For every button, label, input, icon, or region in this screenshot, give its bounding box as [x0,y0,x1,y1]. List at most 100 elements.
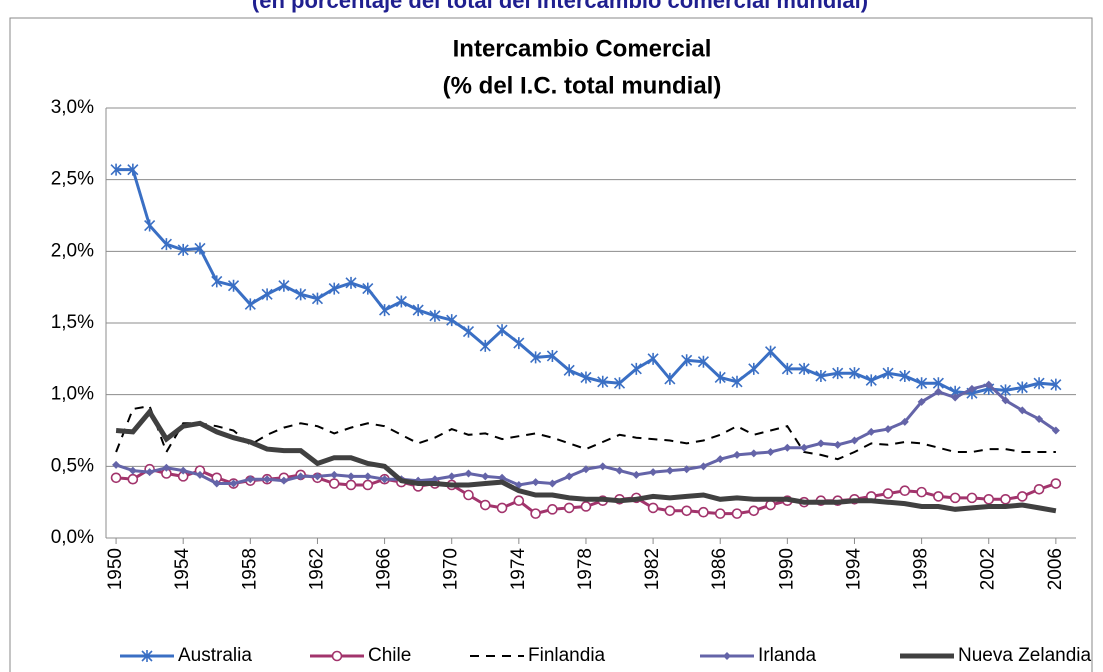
marker-stroke [395,295,407,308]
marker-stroke [714,371,726,384]
marker-stroke [765,345,777,358]
marker [296,472,305,481]
marker [933,491,944,502]
marker [1033,483,1045,495]
marker [681,354,693,367]
marker [714,508,726,519]
marker [597,375,609,388]
marker [1050,478,1062,489]
x-tick-label: 1958 [239,548,260,590]
marker-stroke [496,324,508,337]
marker-stroke [110,163,122,176]
marker [1018,406,1027,415]
marker [462,325,475,338]
marker [429,309,441,322]
marker-stroke [345,276,357,289]
marker [565,472,574,481]
marker [345,276,357,289]
marker-stroke [546,349,558,362]
marker [581,465,590,474]
marker [1033,377,1045,390]
marker [798,362,810,375]
y-tick-label: 2,0% [51,240,94,261]
legend-label: Irlanda [758,645,817,666]
marker [496,324,508,337]
chart-frame [9,17,1093,672]
marker [531,478,540,487]
marker-stroke [865,374,877,387]
marker [110,163,122,176]
marker [833,440,842,449]
marker [311,292,324,305]
marker [261,288,273,301]
marker [412,304,424,317]
marker [379,304,391,317]
marker-stroke [647,352,659,365]
marker [900,417,909,426]
marker-stroke [597,375,609,388]
marker [580,501,592,512]
marker [563,502,575,514]
marker [127,163,139,176]
marker [479,339,491,352]
series-line [115,404,1056,461]
marker [714,371,726,384]
marker [278,279,290,292]
x-tick-label: 1986 [709,548,730,590]
x-tick-label: 1974 [508,548,529,591]
marker [967,384,976,393]
marker [681,505,692,517]
marker-stroke [278,279,290,292]
marker [630,362,642,375]
marker [112,460,121,469]
marker [227,279,240,292]
marker-stroke [697,355,710,368]
marker-stroke [781,362,793,375]
marker [263,475,272,484]
marker [884,425,893,434]
marker [194,242,206,255]
marker [141,650,153,662]
x-tick-label: 1966 [374,548,395,590]
marker [1035,415,1044,424]
marker [882,367,894,380]
marker [1000,493,1011,505]
marker [899,485,911,497]
marker [331,650,343,662]
marker-stroke [916,377,928,390]
marker-stroke [613,377,626,390]
marker [128,466,137,475]
marker-stroke [462,325,475,338]
marker [328,478,340,489]
chart-title: Intercambio Comercial [453,35,712,62]
marker-stroke [261,288,273,301]
marker-stroke [362,282,374,295]
marker-stroke [932,377,944,390]
marker [481,472,490,481]
marker [664,505,676,517]
marker-stroke [530,351,542,364]
marker [916,486,927,498]
marker-stroke [446,314,458,327]
marker [244,298,256,311]
y-tick-label: 1,5% [51,312,94,333]
marker [313,472,322,481]
marker [632,470,641,479]
marker [347,472,356,481]
marker [748,362,760,375]
marker [345,479,357,491]
marker [832,367,844,380]
marker [598,462,607,471]
marker-stroke [328,282,340,295]
marker [766,448,775,456]
marker-stroke [798,362,810,375]
marker [951,393,960,402]
marker-stroke [295,288,307,301]
marker-stroke [731,375,743,388]
marker-stroke [244,298,256,311]
marker-stroke [681,354,693,367]
marker [548,479,557,488]
marker [1001,396,1010,405]
marker [615,466,624,475]
marker [932,377,944,390]
